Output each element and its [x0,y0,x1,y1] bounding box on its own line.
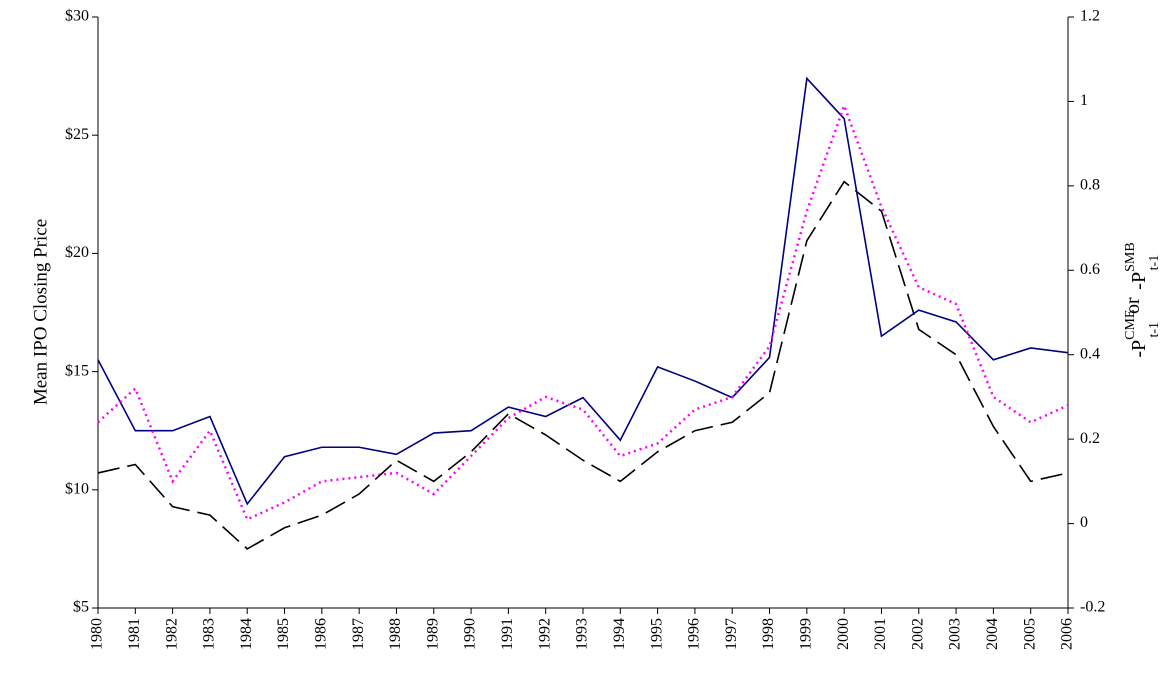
x-tick-label: 1981 [126,618,143,650]
y-tick-label: $10 [65,480,89,497]
x-tick-label: 2001 [872,618,889,650]
x-tick-label: 2003 [947,618,964,650]
y2-axis-label-part: -P [1128,272,1150,290]
x-tick-label: 1995 [648,618,665,650]
x-tick-label: 1985 [275,618,292,650]
y2-tick-label: 0.8 [1080,177,1100,194]
x-tick-label: 1993 [574,618,591,650]
y2-tick-label: -0.2 [1080,599,1105,616]
y-tick-label: $25 [65,126,89,143]
x-tick-label: 1982 [163,618,180,650]
x-tick-label: 1997 [723,618,740,650]
series-line [97,180,1069,550]
y2-axis-label-part: -P [1128,340,1150,358]
y2-axis-label-part: t-1 [1147,322,1162,338]
x-tick-label: 1991 [499,618,516,650]
y2-tick-label: 1.2 [1080,8,1100,25]
x-tick-label: 1994 [611,618,628,650]
x-tick-label: 1990 [462,618,479,650]
y-tick-label: $15 [65,362,89,379]
y2-axis-label-part: t-1 [1147,255,1162,271]
x-tick-label: 1996 [686,618,703,650]
y2-tick-label: 0.2 [1080,430,1100,447]
y2-tick-label: 0.4 [1080,345,1100,362]
x-tick-label: 1992 [536,618,553,650]
y2-tick-label: 1 [1080,92,1088,109]
y-tick-label: $30 [65,8,89,25]
y-tick-label: $20 [65,244,89,261]
x-tick-label: 2006 [1059,618,1076,650]
x-tick-label: 1986 [313,618,330,650]
x-tick-label: 1984 [238,618,255,650]
x-tick-label: 2002 [909,618,926,650]
x-tick-label: 2005 [1021,618,1038,650]
x-tick-label: 1988 [387,618,404,650]
x-tick-label: 1998 [760,618,777,650]
y2-tick-label: 0.6 [1080,261,1100,278]
x-tick-label: 1980 [89,618,106,650]
y-axis-label: Mean IPO Closing Price [30,219,51,405]
y2-axis-label-part: or [1122,297,1144,314]
series-line [97,76,1069,506]
x-tick-label: 1999 [798,618,815,650]
x-tick-label: 2004 [984,618,1001,650]
x-tick-label: 1983 [201,618,218,650]
y-tick-label: $5 [73,599,89,616]
y2-tick-label: 0 [1080,514,1088,531]
series-line [97,101,1069,522]
y2-axis-label: -PCME t-1or-PSMB t-1 [1122,242,1163,357]
y2-axis-label-part: SMB [1123,242,1138,272]
x-tick-label: 1987 [350,618,367,650]
y2-axis-label-part: CME [1123,310,1138,340]
x-tick-label: 1989 [424,618,441,650]
x-tick-label: 2000 [835,618,852,650]
